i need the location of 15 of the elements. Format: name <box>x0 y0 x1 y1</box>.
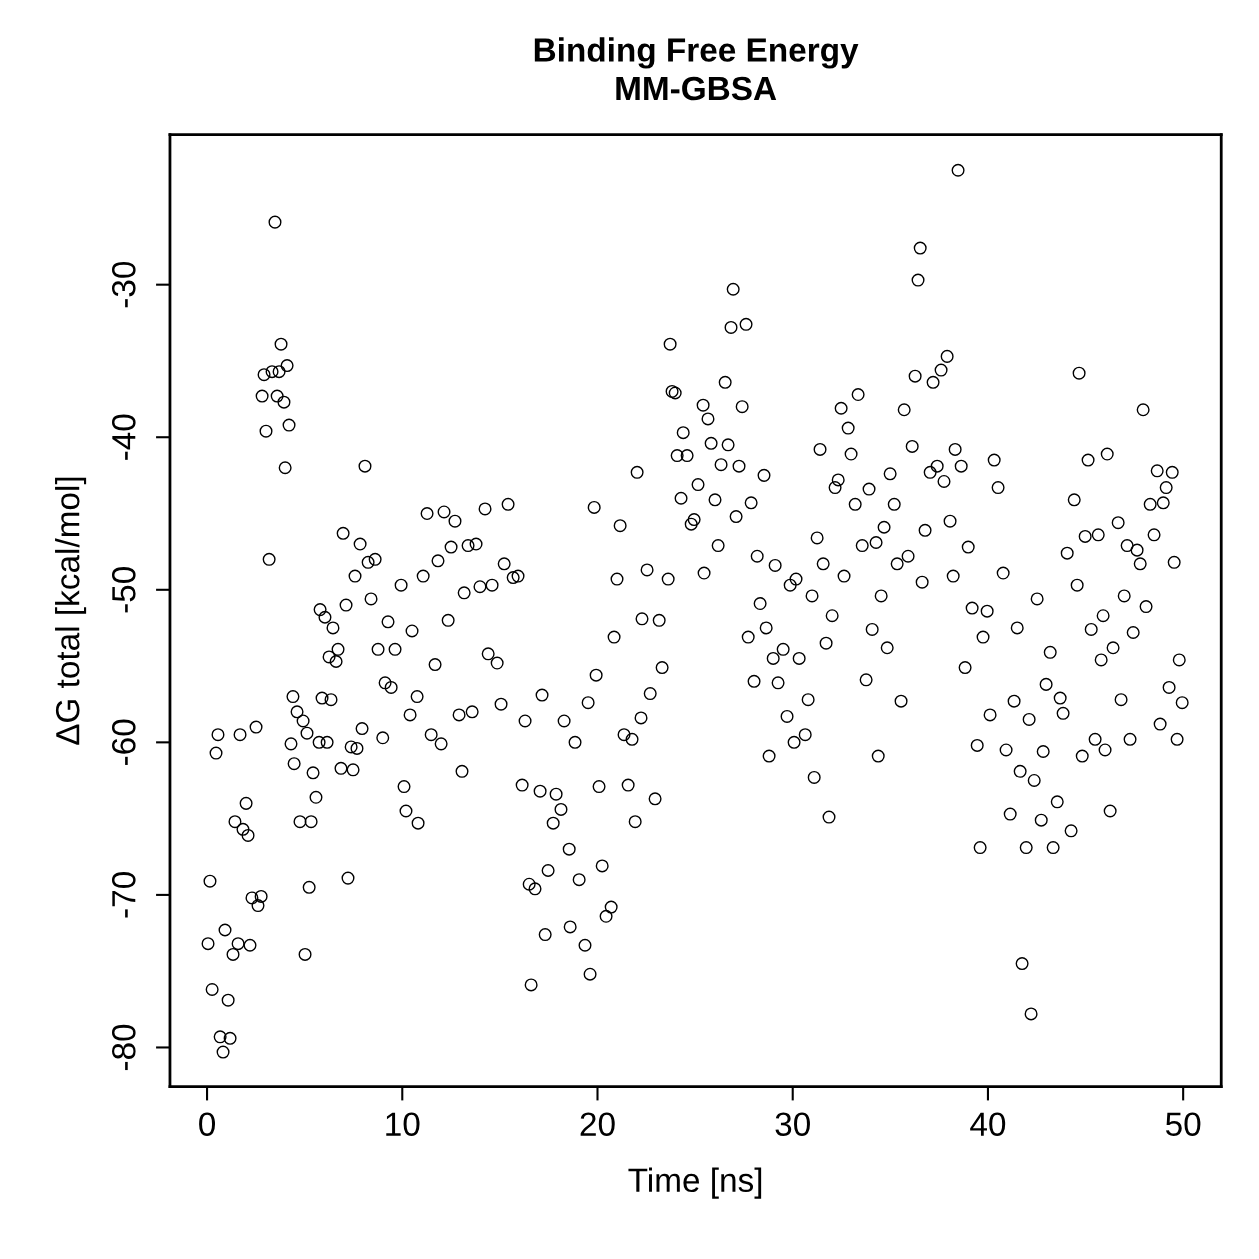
y-tick-label: -40 <box>111 414 136 460</box>
x-tick-label: 20 <box>580 1112 615 1136</box>
x-tick-label: 10 <box>386 1112 420 1136</box>
y-axis-title: ΔG total [kcal/mol] <box>55 477 87 745</box>
y-tick-label: -50 <box>111 567 136 613</box>
x-tick-label: 40 <box>970 1112 1006 1136</box>
y-tick-label: -30 <box>111 261 136 308</box>
x-axis-title: Time [ns] <box>628 1167 762 1199</box>
y-tick-label: -80 <box>111 1024 136 1071</box>
x-tick-label: 30 <box>775 1112 810 1136</box>
x-tick-label: 50 <box>1165 1112 1201 1136</box>
y-tick-label: -70 <box>111 872 136 918</box>
y-tick-label: -60 <box>111 719 136 765</box>
chart-title: Binding Free Energy MM-GBSA <box>534 37 859 101</box>
x-tick-label: 0 <box>199 1112 216 1136</box>
